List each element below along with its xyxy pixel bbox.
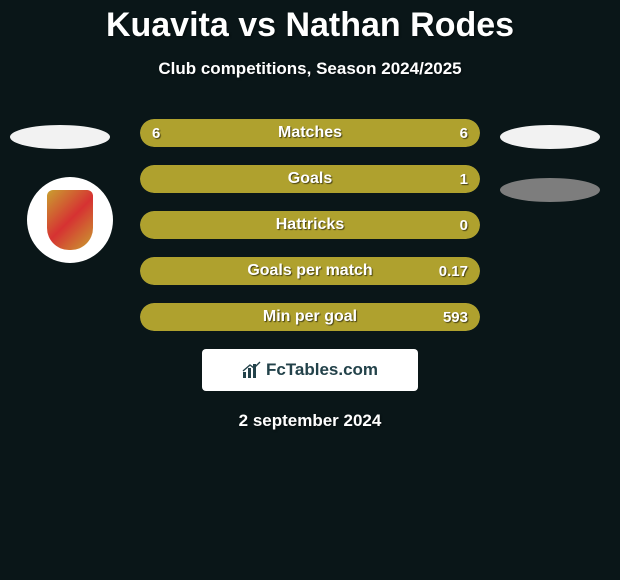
stat-bar: 0 Hattricks [140, 211, 480, 239]
stat-row: 593 Min per goal [0, 303, 620, 331]
stat-row: 0.17 Goals per match [0, 257, 620, 285]
brand-label: FcTables.com [266, 360, 378, 380]
stat-value-right: 0.17 [439, 257, 468, 285]
date-label: 2 september 2024 [0, 411, 620, 431]
stat-label: Goals [288, 170, 332, 188]
stat-value-right: 593 [443, 303, 468, 331]
stat-row: 0 Hattricks [0, 211, 620, 239]
stat-label: Goals per match [247, 262, 372, 280]
stat-bar: 0.17 Goals per match [140, 257, 480, 285]
stats-bars: 6 6 Matches 1 Goals 0 Hattricks 0.17 Goals per m… [0, 119, 620, 331]
brand-footer[interactable]: FcTables.com [202, 349, 418, 391]
stat-row: 6 6 Matches [0, 119, 620, 147]
page-title: Kuavita vs Nathan Rodes [0, 0, 620, 45]
stat-value-right: 1 [460, 165, 468, 193]
stat-row: 1 Goals [0, 165, 620, 193]
stat-value-right: 6 [460, 119, 468, 147]
stat-label: Hattricks [276, 216, 344, 234]
stat-bar: 593 Min per goal [140, 303, 480, 331]
stat-value-right: 0 [460, 211, 468, 239]
stat-bar: 6 6 Matches [140, 119, 480, 147]
stat-value-left: 6 [152, 119, 160, 147]
stat-bar: 1 Goals [140, 165, 480, 193]
subtitle: Club competitions, Season 2024/2025 [0, 59, 620, 79]
bar-chart-icon [242, 361, 262, 379]
stat-label: Min per goal [263, 308, 357, 326]
stat-label: Matches [278, 124, 342, 142]
